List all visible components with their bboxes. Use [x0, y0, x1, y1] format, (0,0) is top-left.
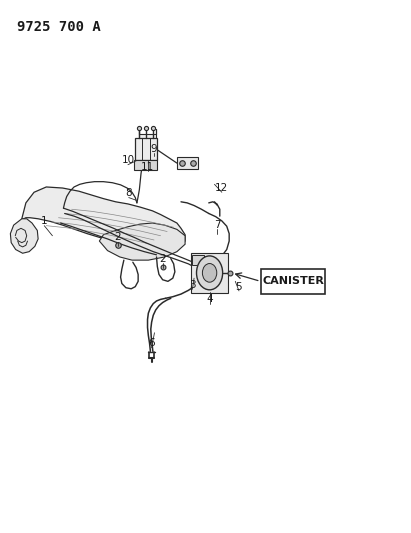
- Text: 2: 2: [159, 254, 166, 263]
- Text: 10: 10: [121, 156, 134, 165]
- FancyBboxPatch shape: [192, 255, 204, 265]
- FancyBboxPatch shape: [134, 160, 157, 170]
- FancyBboxPatch shape: [191, 253, 228, 293]
- Text: 3: 3: [189, 280, 196, 290]
- Text: 6: 6: [148, 338, 155, 349]
- FancyBboxPatch shape: [139, 134, 156, 150]
- Text: 5: 5: [236, 281, 242, 292]
- Text: 1: 1: [41, 216, 48, 227]
- Text: 8: 8: [125, 188, 132, 198]
- Circle shape: [202, 263, 217, 282]
- Polygon shape: [99, 223, 185, 260]
- Text: 12: 12: [215, 183, 229, 193]
- Circle shape: [196, 256, 223, 290]
- Text: 11: 11: [141, 162, 154, 172]
- Text: CANISTER: CANISTER: [262, 276, 324, 286]
- Text: 7: 7: [214, 220, 220, 230]
- Polygon shape: [10, 219, 38, 253]
- Text: 4: 4: [206, 294, 213, 304]
- FancyBboxPatch shape: [177, 157, 198, 169]
- Polygon shape: [22, 187, 185, 255]
- FancyBboxPatch shape: [261, 269, 325, 294]
- Text: 9: 9: [150, 144, 157, 154]
- FancyBboxPatch shape: [135, 138, 157, 160]
- Text: 2: 2: [114, 232, 121, 243]
- Text: 9725 700 A: 9725 700 A: [17, 20, 101, 34]
